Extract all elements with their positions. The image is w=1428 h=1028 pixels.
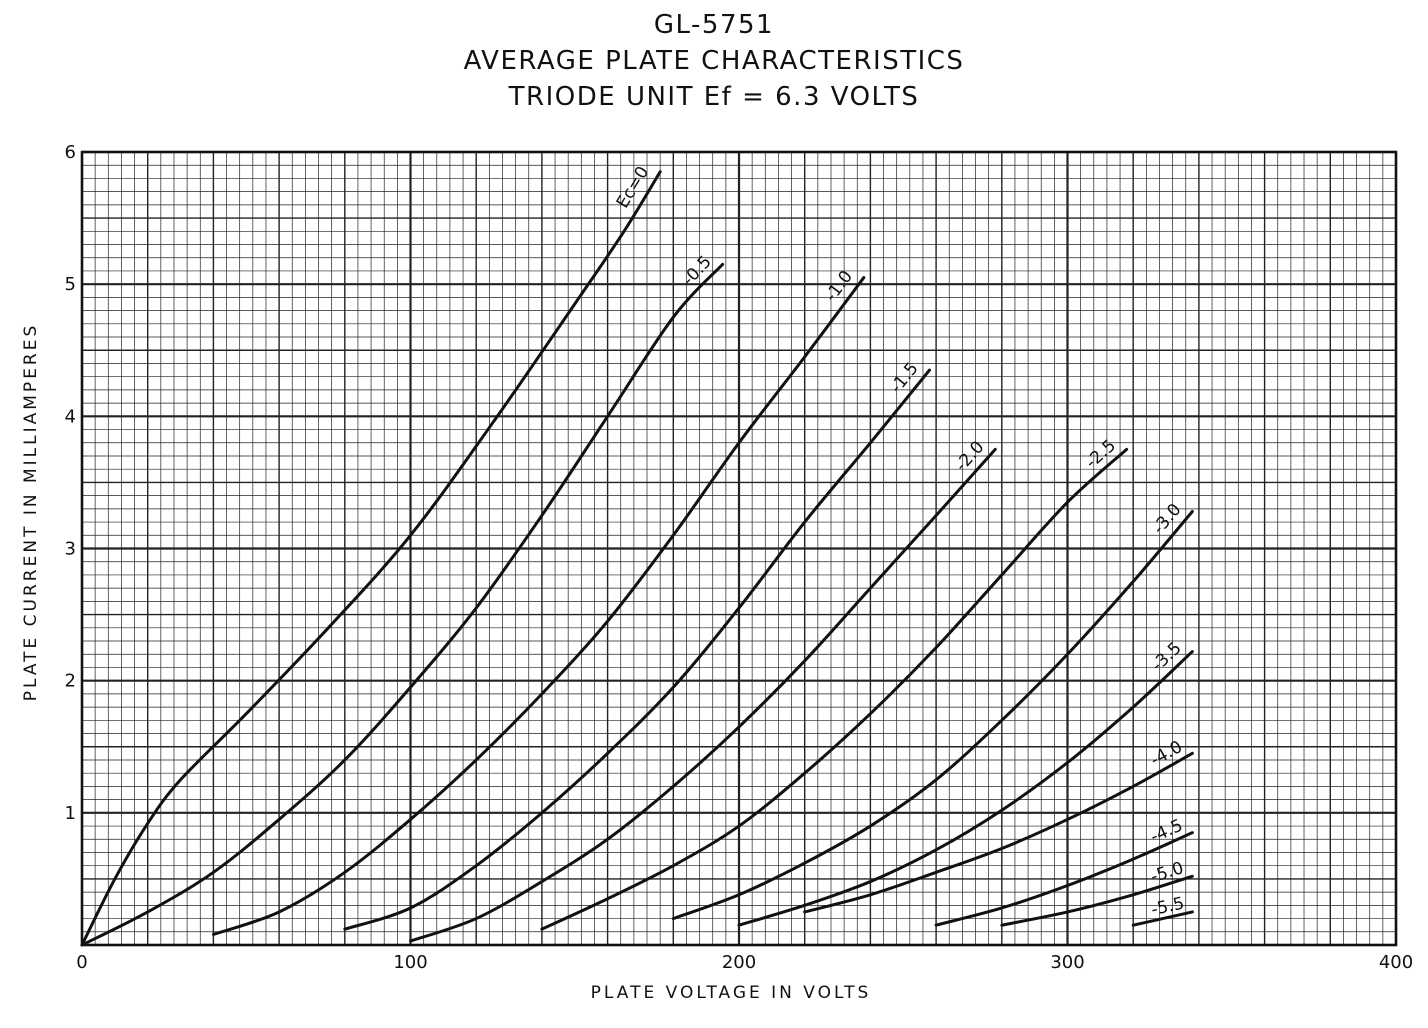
curve-label: -1.5 [886, 359, 922, 397]
curve-4 [409, 447, 997, 943]
curve-11 [1131, 910, 1194, 927]
y-tick-label: 2 [65, 671, 76, 692]
curve-label: -1.0 [821, 267, 857, 306]
curve-7 [737, 650, 1194, 927]
x-tick-labels: 0 100 200 300 400 [76, 952, 1413, 973]
x-tick-label: 300 [1050, 952, 1084, 973]
curve-label: -2.5 [1082, 436, 1120, 473]
x-tick-label: 100 [393, 952, 427, 973]
chart-subtitle: AVERAGE PLATE CHARACTERISTICS [463, 46, 965, 76]
curve-1 [80, 262, 725, 947]
curve-5 [540, 447, 1129, 931]
curve-8 [803, 751, 1194, 914]
y-tick-label: 5 [65, 274, 76, 295]
curve-6 [671, 509, 1194, 921]
curve-label: -5.5 [1149, 893, 1186, 920]
curves [80, 170, 1194, 947]
curve-2 [211, 276, 866, 936]
x-tick-label: 400 [1379, 952, 1413, 973]
x-tick-label: 0 [76, 952, 87, 973]
curve-3 [343, 368, 932, 931]
curve-0 [80, 170, 662, 947]
x-axis-label: PLATE VOLTAGE IN VOLTS [591, 983, 872, 1003]
y-tick-label: 4 [65, 406, 76, 427]
x-tick-label: 200 [722, 952, 756, 973]
plot-frame [80, 150, 1398, 947]
y-tick-label: 6 [65, 142, 76, 163]
y-tick-label: 3 [65, 539, 76, 560]
y-tick-labels: 1 2 3 4 5 6 [65, 142, 76, 824]
curve-9 [934, 831, 1194, 927]
y-axis-label: PLATE CURRENT IN MILLIAMPERES [21, 323, 41, 702]
curve-label: -4.0 [1147, 737, 1186, 771]
curve-label: -5.0 [1148, 858, 1186, 887]
curve-label: -4.5 [1147, 815, 1185, 847]
chart-title: GL-5751 [653, 10, 775, 40]
curve-label: -3.0 [1149, 500, 1186, 538]
chart-subtitle-2: TRIODE UNIT Ef = 6.3 VOLTS [508, 82, 920, 112]
y-tick-label: 1 [65, 803, 76, 824]
curve-label: -3.5 [1148, 638, 1186, 675]
curve-10 [1000, 874, 1194, 927]
